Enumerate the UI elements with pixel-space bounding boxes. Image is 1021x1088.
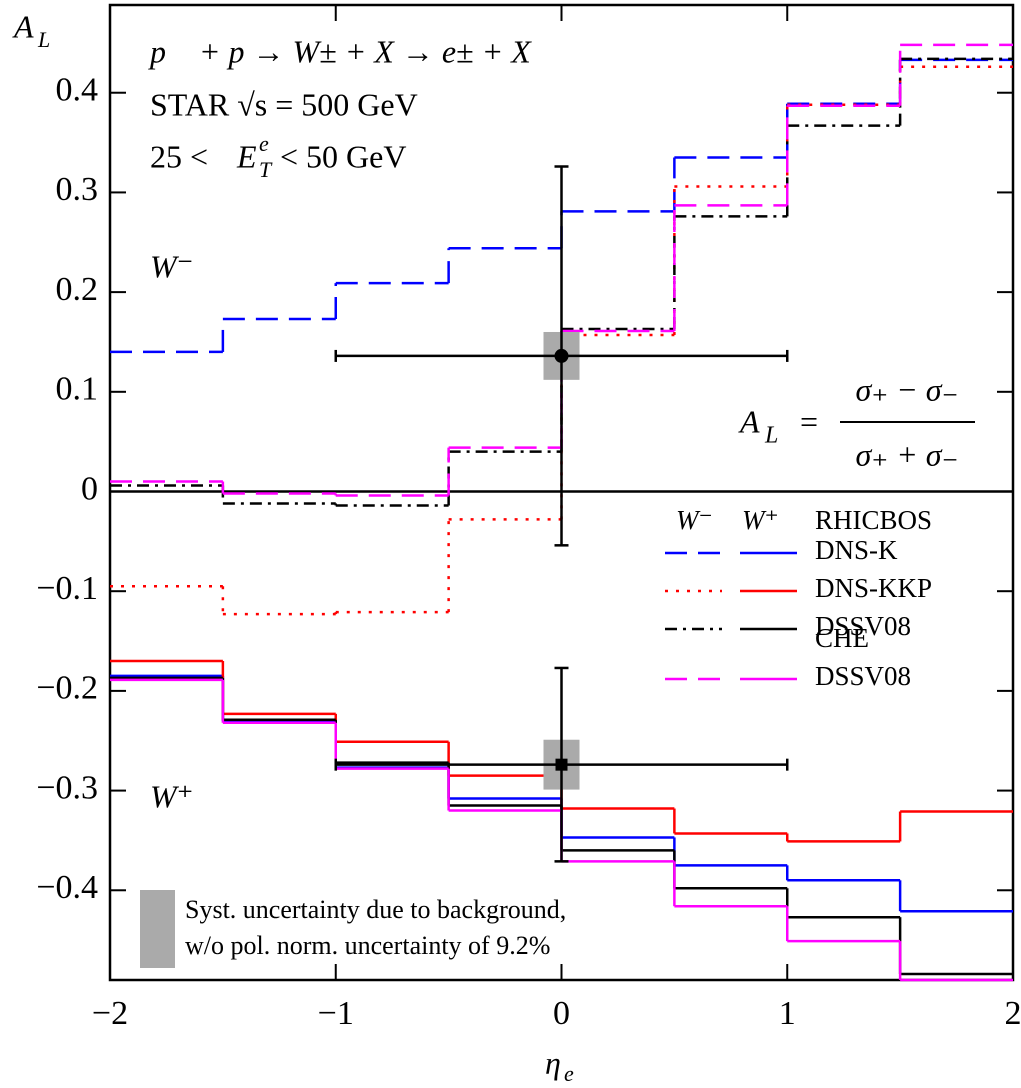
- y-tick-label: 0.3: [56, 171, 99, 208]
- syst-legend-box: [140, 890, 175, 968]
- annotation: W⁺: [150, 778, 194, 814]
- x-label-sub: e: [564, 1061, 574, 1086]
- formula: σ₊ − σ₋: [856, 371, 959, 407]
- legend-group: CHE: [815, 623, 869, 653]
- annotation: T: [259, 157, 273, 182]
- y-tick-label: −0.3: [36, 769, 98, 806]
- formula: L: [764, 423, 778, 449]
- legend-column: W⁺: [742, 505, 779, 535]
- x-tick-label: −1: [318, 995, 354, 1032]
- annotation: W⁻: [150, 248, 194, 284]
- x-tick-label: 2: [1005, 995, 1021, 1032]
- annotation: STAR √s = 500 GeV: [150, 86, 418, 122]
- y-tick-label: −0.2: [36, 670, 98, 707]
- x-tick-label: 1: [779, 995, 796, 1032]
- x-label: η: [545, 1044, 561, 1080]
- y-tick-label: −0.4: [36, 869, 98, 906]
- annotation: E: [236, 138, 257, 174]
- y-tick-label: 0.4: [56, 72, 99, 109]
- annotation: < 50 GeV: [280, 138, 406, 174]
- legend-label: DSSV08: [815, 661, 911, 691]
- y-tick-label: 0.1: [56, 371, 99, 408]
- legend-label: DSSV08: [815, 611, 911, 641]
- y-tick-label: 0: [81, 470, 98, 507]
- data-point: [554, 348, 569, 363]
- data-point: [555, 758, 568, 771]
- formula: A: [738, 403, 760, 439]
- annotation: p⃗ + p → W± + X → e± + X: [148, 33, 532, 69]
- y-label-sub: L: [37, 27, 50, 52]
- x-tick-label: −2: [92, 995, 128, 1032]
- formula: =: [800, 403, 818, 439]
- y-tick-label: −0.1: [36, 570, 98, 607]
- legend-label: DNS-KKP: [815, 573, 932, 603]
- y-tick-label: 0.2: [56, 271, 99, 308]
- x-tick-label: 0: [553, 995, 570, 1032]
- legend-group: RHICBOS: [815, 505, 932, 535]
- legend-label: DNS-K: [815, 535, 898, 565]
- y-label: A: [12, 8, 34, 44]
- legend-column: W⁻: [676, 505, 713, 535]
- formula: σ₊ + σ₋: [856, 436, 959, 472]
- annotation: 25 <: [150, 138, 208, 174]
- annotation: e: [259, 131, 269, 156]
- syst-note: w/o pol. norm. uncertainty of 9.2%: [185, 931, 550, 960]
- syst-note: Syst. uncertainty due to background,: [185, 895, 566, 924]
